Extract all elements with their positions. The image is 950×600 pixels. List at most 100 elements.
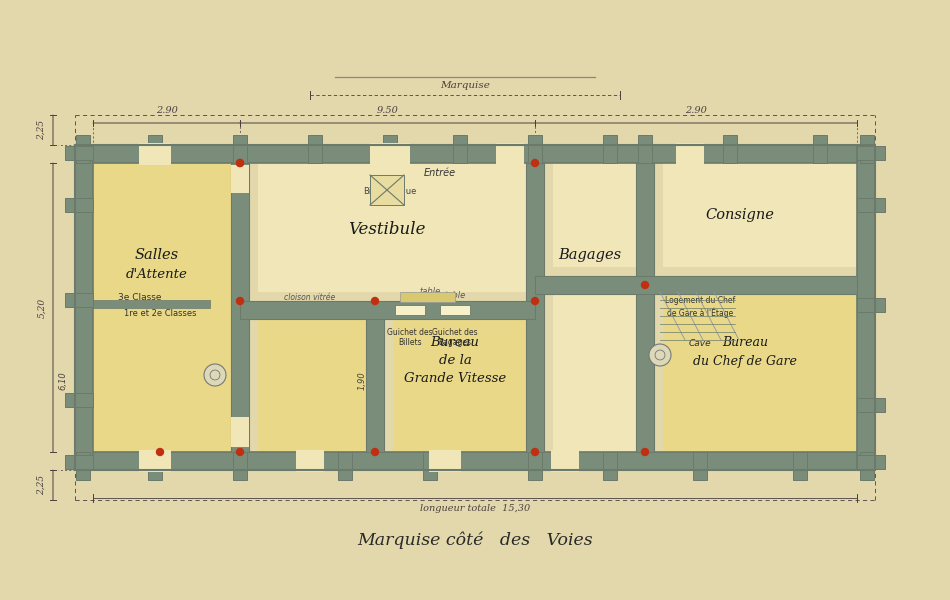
Bar [857, 198, 885, 212]
Bar [148, 135, 162, 163]
Text: 2.90: 2.90 [156, 106, 178, 115]
Bar [366, 310, 384, 452]
Bar [240, 301, 535, 319]
Bar [65, 146, 93, 160]
Text: longueur totale  15,30: longueur totale 15,30 [420, 504, 530, 513]
Bar [296, 450, 324, 472]
Bar [75, 452, 875, 470]
Bar [793, 452, 807, 480]
Bar [258, 145, 535, 292]
Text: Guichet des
Billets: Guichet des Billets [388, 328, 433, 347]
Bar [723, 135, 737, 163]
Bar [603, 135, 617, 163]
Text: Bagages: Bagages [559, 248, 621, 262]
Text: Consigne: Consigne [706, 208, 774, 222]
Bar [370, 143, 410, 165]
Text: 9.50: 9.50 [376, 106, 398, 115]
Text: 2,25: 2,25 [37, 475, 46, 495]
Text: Marquise: Marquise [440, 81, 490, 90]
Bar [76, 135, 90, 163]
Bar [75, 145, 875, 163]
Bar [139, 450, 171, 472]
Circle shape [237, 298, 243, 304]
Bar [429, 450, 461, 472]
Text: Marquise côté   des   Voies: Marquise côté des Voies [357, 531, 593, 549]
Bar [813, 135, 827, 163]
Circle shape [531, 298, 539, 304]
Circle shape [237, 449, 243, 455]
Bar [93, 300, 210, 308]
Text: Guichet des
Bagages: Guichet des Bagages [432, 328, 478, 347]
Text: 6,10: 6,10 [58, 371, 67, 391]
Bar [233, 452, 247, 480]
Text: Salles: Salles [135, 248, 179, 262]
Bar [393, 310, 535, 452]
Text: Bureau
de la
Grande Vitesse: Bureau de la Grande Vitesse [404, 335, 506, 385]
Circle shape [531, 449, 539, 455]
Bar [528, 135, 542, 163]
Circle shape [531, 160, 539, 166]
Text: 5,20: 5,20 [37, 298, 46, 317]
Bar [693, 452, 707, 480]
Bar [553, 145, 645, 267]
Bar [75, 145, 93, 470]
Bar [423, 452, 437, 480]
Text: table: table [445, 292, 466, 301]
Bar [338, 452, 352, 480]
Bar [553, 285, 645, 452]
Bar [395, 305, 425, 315]
Bar [370, 175, 404, 205]
Bar [857, 145, 875, 470]
Bar [65, 455, 93, 469]
Bar [857, 455, 885, 469]
Bar [258, 310, 375, 452]
Bar [638, 135, 652, 163]
Bar [65, 198, 93, 212]
Bar [663, 145, 875, 267]
Bar [857, 298, 885, 312]
Bar [535, 276, 857, 294]
Bar [76, 452, 90, 480]
Bar [65, 393, 93, 407]
Circle shape [157, 449, 163, 455]
Bar [75, 145, 875, 470]
Bar [400, 292, 455, 302]
Bar [231, 165, 249, 193]
Text: Entrée: Entrée [424, 168, 456, 178]
Bar [440, 305, 470, 315]
Bar [148, 452, 162, 480]
Bar [496, 143, 524, 165]
Bar [676, 143, 704, 165]
Bar [551, 450, 579, 472]
Bar [857, 398, 885, 412]
Text: cloison vitrée: cloison vitrée [284, 293, 335, 302]
Text: table: table [419, 287, 441, 296]
Bar [636, 163, 654, 452]
Text: 2.90: 2.90 [685, 106, 707, 115]
Bar [857, 146, 885, 160]
Bar [860, 135, 874, 163]
Text: Cave: Cave [689, 338, 712, 347]
Circle shape [649, 344, 671, 366]
Bar [383, 135, 397, 163]
Text: 1re et 2e Classes: 1re et 2e Classes [124, 308, 197, 317]
Text: 2,25: 2,25 [37, 120, 46, 140]
Text: Bibliothèque: Bibliothèque [363, 186, 417, 196]
Bar [65, 293, 93, 307]
Bar [663, 285, 875, 452]
Bar [528, 452, 542, 480]
Bar [526, 163, 544, 452]
Text: 1,90: 1,90 [358, 371, 367, 391]
Text: Logement du Chef
de Gare à l'Étage: Logement du Chef de Gare à l'Étage [665, 296, 735, 317]
Bar [93, 163, 240, 452]
Bar [603, 452, 617, 480]
Text: 3e Classe: 3e Classe [118, 293, 162, 302]
Bar [308, 135, 322, 163]
Circle shape [204, 364, 226, 386]
Bar [233, 135, 247, 163]
Text: d'Attente: d'Attente [126, 269, 188, 281]
Circle shape [237, 160, 243, 166]
Text: Vestibule: Vestibule [349, 221, 426, 238]
Circle shape [641, 281, 649, 289]
Bar [231, 417, 249, 447]
